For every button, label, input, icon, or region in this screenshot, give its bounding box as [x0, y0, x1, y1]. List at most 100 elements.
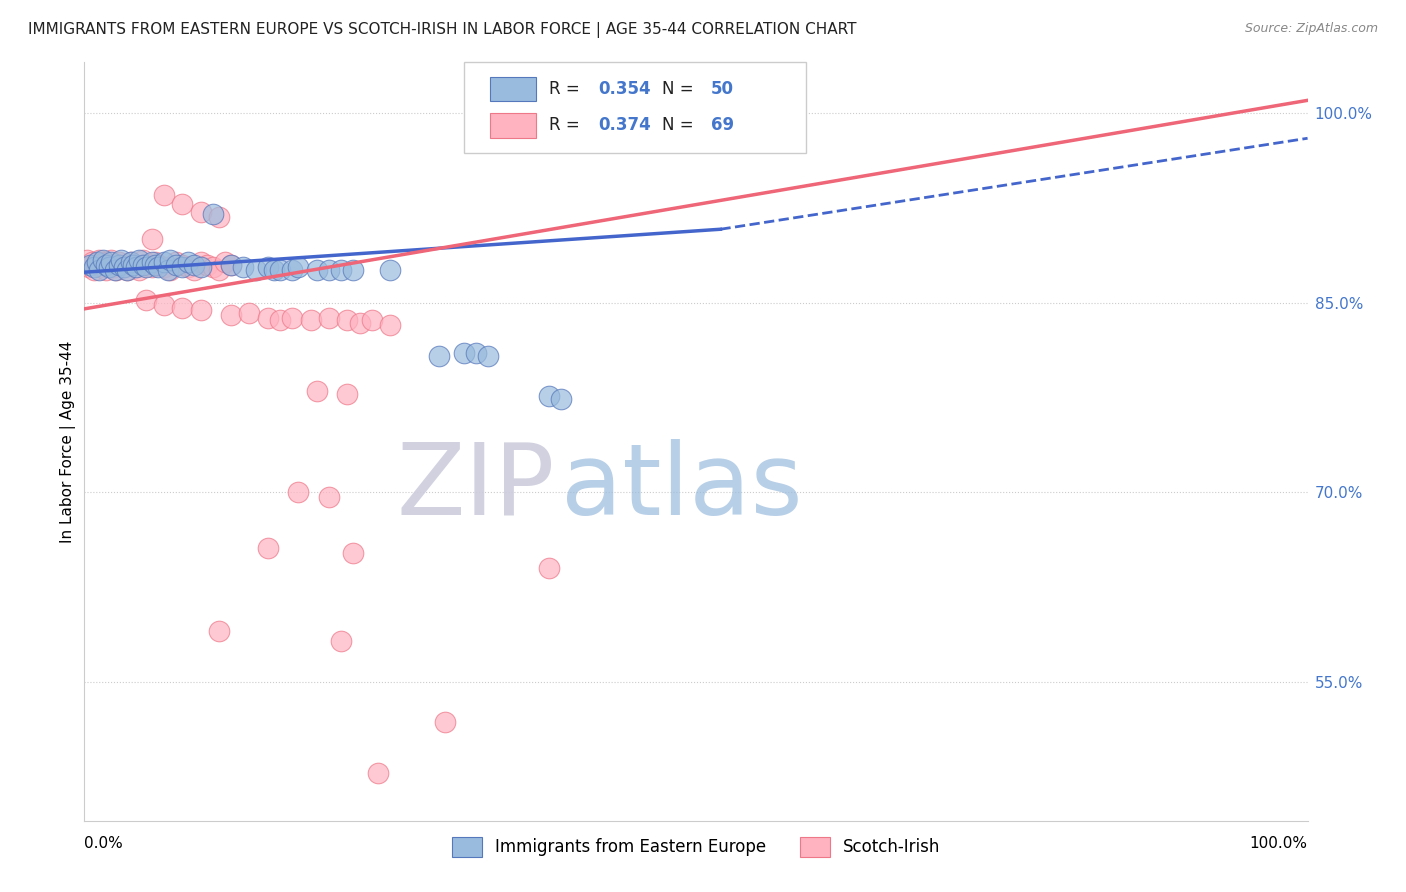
Point [112, 260, 135, 275]
Text: R =: R = [550, 80, 585, 98]
Point [128, 262, 150, 277]
Point [93, 255, 115, 269]
Point [96, 262, 118, 277]
Point [112, 260, 135, 275]
Point [97, 258, 120, 272]
Point [165, 258, 187, 272]
Point [336, 386, 359, 401]
Point [214, 255, 236, 269]
Point [183, 262, 205, 277]
Text: R =: R = [550, 116, 585, 135]
Point [96, 258, 118, 272]
Point [115, 262, 138, 277]
Point [146, 258, 169, 272]
Point [143, 255, 166, 269]
Point [128, 252, 150, 267]
Legend: Immigrants from Eastern Europe, Scotch-Irish: Immigrants from Eastern Europe, Scotch-I… [443, 829, 949, 865]
Point [141, 255, 163, 269]
Text: 0.0%: 0.0% [84, 836, 124, 851]
Point [538, 561, 561, 575]
Point [257, 260, 280, 275]
Point [83, 262, 105, 277]
Point [208, 624, 231, 639]
Point [342, 262, 364, 277]
Text: N =: N = [662, 116, 699, 135]
Point [287, 260, 309, 275]
Point [190, 204, 212, 219]
Text: Source: ZipAtlas.com: Source: ZipAtlas.com [1244, 22, 1378, 36]
Point [125, 260, 148, 275]
Point [141, 232, 163, 246]
Point [97, 260, 120, 275]
Point [434, 715, 457, 730]
Point [305, 384, 328, 398]
Point [219, 258, 242, 272]
Point [153, 260, 176, 275]
Point [165, 255, 187, 269]
Point [110, 252, 132, 267]
Text: ZIP: ZIP [396, 439, 555, 535]
Text: atlas: atlas [561, 439, 803, 535]
Text: 100.0%: 100.0% [1250, 836, 1308, 851]
Text: 50: 50 [710, 80, 734, 98]
Point [257, 541, 280, 555]
Point [146, 260, 169, 275]
Point [115, 262, 138, 277]
Point [190, 255, 212, 269]
Point [135, 260, 157, 275]
Point [122, 258, 145, 272]
Point [183, 258, 205, 272]
Y-axis label: In Labor Force | Age 35-44: In Labor Force | Age 35-44 [60, 341, 76, 542]
Point [172, 197, 194, 211]
Point [349, 316, 371, 330]
Point [104, 262, 127, 277]
Point [538, 389, 561, 403]
Point [219, 258, 242, 272]
Point [208, 210, 231, 224]
Point [172, 258, 194, 272]
Point [190, 303, 212, 318]
Point [453, 346, 475, 360]
Point [190, 260, 212, 275]
Point [132, 252, 155, 267]
Point [107, 258, 129, 272]
Point [153, 255, 176, 269]
Point [380, 318, 402, 333]
Point [91, 252, 114, 267]
Point [342, 546, 364, 560]
Point [257, 310, 280, 325]
Point [87, 252, 110, 267]
Point [219, 308, 242, 322]
Point [86, 258, 108, 272]
Point [195, 258, 218, 272]
Point [330, 634, 353, 648]
Point [550, 392, 572, 406]
Point [143, 258, 166, 272]
Point [464, 346, 486, 360]
Point [305, 262, 328, 277]
Point [86, 255, 108, 269]
Point [177, 260, 200, 275]
FancyBboxPatch shape [464, 62, 806, 153]
Point [77, 260, 100, 275]
Point [83, 260, 105, 275]
Point [122, 258, 145, 272]
Point [477, 349, 499, 363]
Point [318, 262, 340, 277]
Point [281, 310, 304, 325]
Point [79, 258, 101, 272]
Point [269, 313, 291, 327]
Point [153, 188, 176, 202]
FancyBboxPatch shape [491, 77, 536, 101]
Point [263, 262, 285, 277]
Point [90, 260, 112, 275]
Point [172, 260, 194, 275]
Point [318, 310, 340, 325]
Text: 0.354: 0.354 [598, 80, 651, 98]
Point [360, 313, 382, 327]
Point [367, 765, 389, 780]
Point [159, 262, 181, 277]
Point [76, 252, 98, 267]
Point [245, 262, 267, 277]
Point [87, 262, 110, 277]
